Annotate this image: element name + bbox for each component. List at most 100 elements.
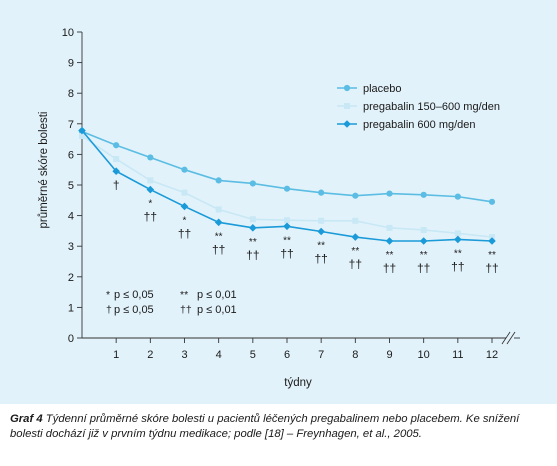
significance-star: ** xyxy=(215,231,223,242)
series-1 xyxy=(78,128,496,205)
significance-dagger: †† xyxy=(246,248,259,262)
significance-key-text: p ≤ 0,05 xyxy=(114,289,154,301)
significance-key-entry: †† p ≤ 0,01 xyxy=(180,304,237,316)
data-point xyxy=(318,217,325,224)
data-point xyxy=(214,218,223,227)
significance-star: ** xyxy=(351,246,359,257)
x-axis-label: týdny xyxy=(284,377,312,389)
x-tick-label: 12 xyxy=(486,349,498,361)
x-tick-label: 9 xyxy=(386,349,392,361)
axis-break-mark xyxy=(506,331,516,345)
y-tick-label: 0 xyxy=(68,333,74,345)
data-point xyxy=(283,222,291,231)
data-point xyxy=(147,154,154,161)
y-tick-label: 10 xyxy=(62,27,74,39)
legend-entry: pregabalin 150–600 mg/den xyxy=(337,101,500,113)
significance-dagger: †† xyxy=(451,259,464,273)
legend-entry: pregabalin 600 mg/den xyxy=(337,119,476,131)
data-point xyxy=(488,198,496,205)
figure-caption: Graf 4 Týdenní průměrné skóre bolesti u … xyxy=(10,412,550,442)
x-tick-label: 1 xyxy=(113,349,119,361)
data-point xyxy=(343,84,351,92)
data-point xyxy=(489,234,495,241)
data-point xyxy=(249,180,256,187)
x-tick-label: 3 xyxy=(181,349,187,361)
significance-star: ** xyxy=(454,248,462,259)
data-point xyxy=(351,233,360,241)
data-point xyxy=(79,133,85,140)
data-point xyxy=(419,237,428,245)
data-point xyxy=(180,202,189,211)
data-point xyxy=(386,190,393,197)
caption-label: Graf 4 xyxy=(10,413,43,425)
series-2 xyxy=(79,133,495,241)
data-point xyxy=(113,155,120,162)
significance-key: * p ≤ 0,05† p ≤ 0,05 ** p ≤ 0,01 †† p ≤ 0,01 xyxy=(106,289,237,316)
y-tick-label: 2 xyxy=(68,272,74,284)
data-point xyxy=(181,166,188,173)
significance-key-symbol: ** xyxy=(180,289,188,301)
significance-key-symbol: * xyxy=(106,289,110,301)
significance-dagger: †† xyxy=(314,252,327,266)
significance-star: * xyxy=(148,199,152,210)
y-tick-label: 5 xyxy=(68,180,74,192)
significance-dagger: †† xyxy=(178,226,191,240)
x-tick-label: 6 xyxy=(284,349,290,361)
significance-dagger: †† xyxy=(144,210,157,224)
significance-dagger: †† xyxy=(349,257,362,271)
data-point xyxy=(284,217,290,224)
significance-star: ** xyxy=(283,235,291,246)
data-point xyxy=(249,216,256,223)
data-point xyxy=(215,177,222,184)
data-point xyxy=(454,235,462,244)
significance-key-text: p ≤ 0,05 xyxy=(114,304,154,316)
data-point xyxy=(488,237,496,245)
y-tick-label: 3 xyxy=(68,241,74,253)
data-point xyxy=(146,185,155,194)
data-point xyxy=(113,142,120,149)
x-tick-label: 2 xyxy=(147,349,153,361)
significance-key-entry: ** p ≤ 0,01 xyxy=(180,289,237,301)
significance-dagger: †† xyxy=(417,261,430,275)
chart-panel: 0 1 2 3 4 5 6 7 8 9 10 1 2 3 4 5 6 7 8 9 10 11 12 † * †† * †† ** †† *… xyxy=(0,0,557,404)
data-point xyxy=(78,126,86,135)
y-tick-label: 4 xyxy=(68,211,74,223)
significance-key-text: p ≤ 0,01 xyxy=(197,289,237,301)
legend: placebo pregabalin 150–600 mg/den pregabal… xyxy=(337,83,500,131)
x-tick-label: 5 xyxy=(250,349,256,361)
significance-dagger: †† xyxy=(212,242,225,256)
data-point xyxy=(420,226,427,233)
significance-star: ** xyxy=(386,250,394,261)
data-point xyxy=(352,192,359,199)
data-point xyxy=(386,224,393,231)
significance-key-symbol: † xyxy=(106,304,112,316)
significance-key-entry: * p ≤ 0,05 xyxy=(106,289,154,301)
data-point xyxy=(318,189,325,196)
significance-key-symbol: †† xyxy=(180,304,192,316)
x-tick-label: 11 xyxy=(452,349,463,361)
legend-label: pregabalin 150–600 mg/den xyxy=(363,101,500,113)
data-point xyxy=(283,185,291,192)
y-axis-label: průměrné skóre bolesti xyxy=(38,112,50,229)
data-point xyxy=(249,224,257,232)
x-tick-label: 8 xyxy=(352,349,358,361)
significance-star: * xyxy=(183,215,187,226)
significance-key-text: p ≤ 0,01 xyxy=(197,304,237,316)
data-point xyxy=(181,189,188,196)
y-tick-label: 9 xyxy=(68,58,74,70)
significance-dagger: † xyxy=(113,178,120,192)
data-point xyxy=(385,237,394,245)
significance-star: ** xyxy=(317,241,325,252)
significance-dagger: †† xyxy=(280,246,293,260)
significance-star: ** xyxy=(420,250,428,261)
y-tick-label: 6 xyxy=(68,149,74,161)
x-tick-label: 7 xyxy=(318,349,324,361)
axis-break-mark xyxy=(501,331,511,345)
y-tick-label: 8 xyxy=(68,88,74,100)
data-point xyxy=(454,230,461,237)
caption-text: Týdenní průměrné skóre bolesti u pacient… xyxy=(10,413,520,440)
legend-label: pregabalin 600 mg/den xyxy=(363,119,476,131)
x-tick-label: 4 xyxy=(216,349,222,361)
significance-star: ** xyxy=(249,237,257,248)
